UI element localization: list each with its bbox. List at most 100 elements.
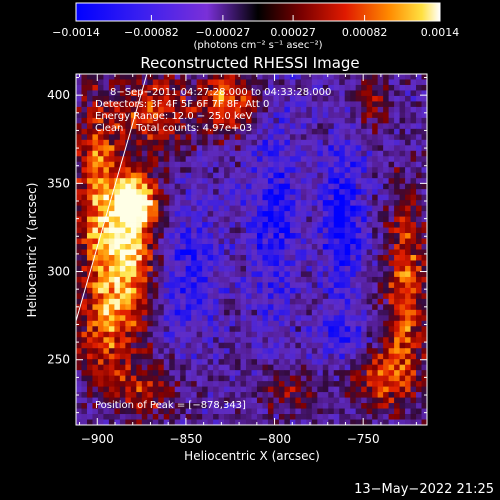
- heatmap-cell: [394, 293, 400, 300]
- solar-limb-line: [76, 74, 148, 322]
- heatmap-cell: [202, 271, 209, 278]
- heatmap-cell: [92, 227, 99, 234]
- heatmap-cell: [235, 309, 241, 316]
- heatmap-cell: [328, 370, 335, 377]
- heatmap-cell: [399, 84, 406, 91]
- heatmap-cell: [76, 276, 82, 283]
- heatmap-cell: [361, 370, 368, 377]
- heatmap-cell: [158, 95, 165, 102]
- heatmap-cell: [383, 134, 390, 141]
- heatmap-cell: [202, 342, 209, 349]
- heatmap-cell: [224, 74, 230, 80]
- heatmap-cell: [180, 145, 187, 152]
- heatmap-cell: [317, 287, 324, 294]
- heatmap-cell: [383, 117, 390, 124]
- heatmap-cell: [416, 183, 422, 190]
- heatmap-cell: [191, 106, 198, 113]
- heatmap-cell: [97, 117, 104, 124]
- heatmap-cell: [191, 342, 198, 349]
- heatmap-cell: [125, 244, 132, 250]
- heatmap-cell: [169, 79, 176, 86]
- heatmap-cell: [300, 419, 307, 425]
- heatmap-cell: [278, 386, 285, 393]
- heatmap-cell: [377, 304, 384, 311]
- heatmap-cell: [246, 397, 252, 404]
- heatmap-cell: [322, 167, 329, 174]
- heatmap-cell: [97, 271, 104, 278]
- heatmap-cell: [256, 419, 263, 425]
- heatmap-cell: [196, 211, 203, 217]
- heatmap-cell: [229, 276, 236, 283]
- heatmap-cell: [202, 150, 209, 157]
- heatmap-cell: [300, 353, 307, 360]
- heatmap-cell: [202, 260, 209, 267]
- heatmap-cell: [147, 95, 154, 102]
- heatmap-cell: [119, 392, 126, 398]
- heatmap-cell: [202, 381, 209, 388]
- heatmap-cell: [322, 342, 329, 349]
- heatmap-cell: [213, 222, 219, 228]
- heatmap-cell: [262, 304, 269, 311]
- heatmap-cell: [180, 381, 187, 388]
- heatmap-cell: [273, 304, 280, 311]
- y-tick-label: 350: [47, 176, 70, 190]
- heatmap-cell: [180, 227, 187, 234]
- heatmap-cell: [136, 211, 143, 217]
- heatmap-cell: [191, 304, 198, 311]
- heatmap-cell: [229, 139, 236, 146]
- heatmap-cell: [377, 222, 384, 228]
- heatmap-cell: [196, 337, 203, 344]
- heatmap-cell: [372, 298, 379, 305]
- heatmap-cell: [229, 304, 236, 311]
- heatmap-cell: [289, 74, 296, 80]
- heatmap-cell: [114, 397, 121, 404]
- heatmap-cell: [361, 128, 368, 135]
- heatmap-cell: [169, 95, 176, 102]
- heatmap-cell: [125, 320, 132, 327]
- heatmap-cell: [213, 397, 219, 404]
- heatmap-cell: [317, 370, 324, 377]
- heatmap-cell: [114, 95, 121, 102]
- heatmap-cell: [152, 95, 159, 102]
- heatmap-cell: [97, 194, 104, 201]
- heatmap-cell: [207, 315, 214, 322]
- y-tick-label: 400: [47, 88, 70, 102]
- heatmap-cell: [202, 419, 209, 425]
- heatmap-cell: [191, 359, 198, 366]
- heatmap-cell: [81, 117, 88, 124]
- heatmap-cell: [218, 392, 225, 398]
- heatmap-cell: [97, 123, 104, 130]
- heatmap-cell: [119, 117, 126, 124]
- heatmap-cell: [295, 112, 302, 119]
- heatmap-cell: [119, 150, 126, 157]
- heatmap-cell: [180, 370, 187, 377]
- heatmap-cell: [344, 123, 351, 130]
- heatmap-cell: [119, 293, 126, 300]
- heatmap-cell: [405, 337, 411, 344]
- heatmap-cell: [136, 117, 143, 124]
- heatmap-cell: [383, 238, 390, 245]
- heatmap-cell: [295, 293, 302, 300]
- heatmap-cell: [125, 287, 132, 294]
- heatmap-cell: [141, 315, 148, 322]
- heatmap-cell: [355, 403, 362, 409]
- heatmap-cell: [377, 117, 384, 124]
- heatmap-cell: [322, 123, 329, 130]
- heatmap-cell: [350, 205, 357, 212]
- heatmap-cell: [141, 222, 148, 228]
- heatmap-cell: [246, 386, 252, 393]
- heatmap-cell: [158, 106, 165, 113]
- heatmap-cell: [218, 211, 225, 217]
- heatmap-cell: [405, 304, 411, 311]
- heatmap-cell: [147, 244, 154, 250]
- heatmap-cell: [317, 183, 324, 190]
- heatmap-cell: [147, 238, 154, 245]
- heatmap-cell: [410, 392, 417, 398]
- heatmap-cell: [213, 309, 219, 316]
- heatmap-cell: [185, 183, 192, 190]
- heatmap-cell: [306, 178, 313, 185]
- heatmap-cell: [196, 194, 203, 201]
- heatmap-cell: [119, 265, 126, 272]
- heatmap-cell: [235, 353, 241, 360]
- heatmap-cell: [81, 375, 88, 382]
